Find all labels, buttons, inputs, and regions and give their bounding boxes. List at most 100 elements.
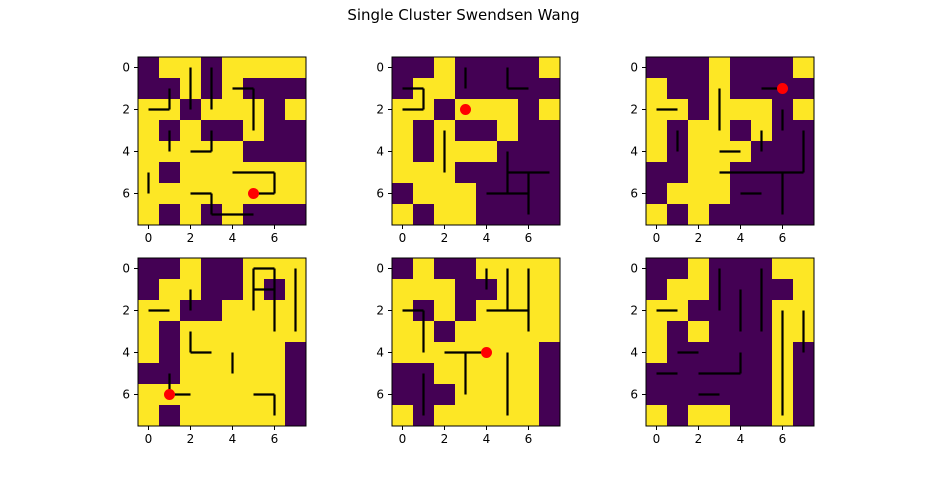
lattice-cell (667, 384, 689, 406)
lattice-cell (201, 141, 223, 163)
x-tick-label: 2 (441, 432, 449, 446)
lattice-cell (413, 162, 435, 184)
lattice-cell (413, 342, 435, 364)
lattice-cell (772, 258, 794, 280)
lattice-cell (688, 57, 710, 79)
seed-marker (164, 389, 175, 400)
lattice-cell (159, 57, 181, 79)
lattice-cell (709, 57, 731, 79)
lattice-cell (392, 204, 414, 226)
lattice-cell (138, 258, 160, 280)
subplot-6: 0 2 4 6 0 2 4 6 (630, 257, 815, 446)
lattice-cell (646, 384, 668, 406)
lattice-cell (138, 321, 160, 343)
lattice-cell (539, 279, 561, 301)
lattice-cell (518, 405, 540, 427)
lattice-cell (413, 57, 435, 79)
lattice-cell (497, 99, 519, 121)
lattice-cell (667, 363, 689, 385)
lattice-cell (730, 204, 752, 226)
lattice-cell (222, 321, 244, 343)
lattice-cell (222, 183, 244, 205)
y-tick-label: 0 (630, 61, 638, 75)
lattice-cell (392, 342, 414, 364)
axes-frame (391, 257, 561, 427)
lattice-cell (539, 162, 561, 184)
lattice-cell (222, 384, 244, 406)
lattice-cell (159, 141, 181, 163)
x-tick-label: 6 (525, 432, 533, 446)
lattice-cell (243, 342, 265, 364)
subplot-5: 0 2 4 6 0 2 4 6 (376, 257, 561, 446)
lattice-cell (138, 204, 160, 226)
lattice-cell (476, 162, 498, 184)
lattice-cell (476, 78, 498, 100)
lattice-cell (772, 57, 794, 79)
lattice-cell (772, 405, 794, 427)
lattice-cell (201, 279, 223, 301)
lattice-cell (709, 342, 731, 364)
axes-frame (391, 56, 561, 226)
lattice-cell (646, 342, 668, 364)
lattice-cell (539, 78, 561, 100)
lattice-cell (455, 204, 477, 226)
lattice-cell (159, 183, 181, 205)
lattice-cell (201, 162, 223, 184)
y-tick-label: 6 (630, 187, 638, 201)
lattice-cell (434, 321, 456, 343)
lattice-cell (180, 363, 202, 385)
x-tick-label: 0 (399, 231, 407, 245)
lattice-cell (539, 342, 561, 364)
x-tick-label: 2 (187, 231, 195, 245)
lattice-cell (434, 162, 456, 184)
lattice-cell (222, 279, 244, 301)
y-tick-label: 4 (376, 145, 384, 159)
x-tick-label: 4 (483, 231, 491, 245)
lattice-cell (772, 204, 794, 226)
lattice-cell (688, 204, 710, 226)
lattice-cell (539, 363, 561, 385)
lattice-cell (201, 300, 223, 322)
lattice-cell (434, 279, 456, 301)
lattice-cell (180, 405, 202, 427)
lattice-cell (497, 321, 519, 343)
lattice-cell (646, 204, 668, 226)
lattice-cell (688, 300, 710, 322)
lattice-cell (285, 141, 307, 163)
lattice-cell (180, 162, 202, 184)
x-tick-label: 4 (483, 432, 491, 446)
lattice-cell (222, 405, 244, 427)
lattice-cell (285, 183, 307, 205)
x-tick-label: 4 (229, 432, 237, 446)
lattice-cell (285, 57, 307, 79)
lattice-cell (455, 78, 477, 100)
lattice-cell (180, 384, 202, 406)
lattice-cell (243, 321, 265, 343)
lattice-cell (243, 141, 265, 163)
lattice-cell (667, 162, 689, 184)
x-tick-label: 4 (229, 231, 237, 245)
lattice-cell (138, 279, 160, 301)
lattice-cell (793, 258, 815, 280)
lattice-cell (793, 57, 815, 79)
axes-frame (137, 257, 307, 427)
lattice-cell (285, 78, 307, 100)
lattice-cell (730, 321, 752, 343)
lattice-cell (667, 99, 689, 121)
lattice-cell (285, 99, 307, 121)
lattice-cell (476, 363, 498, 385)
lattice-cell (667, 300, 689, 322)
seed-marker (777, 83, 788, 94)
lattice-cell (434, 363, 456, 385)
lattice-cell (667, 258, 689, 280)
lattice-cell (264, 120, 286, 142)
lattice-cell (264, 321, 286, 343)
lattice-cell (709, 384, 731, 406)
x-tick-label: 4 (737, 231, 745, 245)
lattice-cell (264, 363, 286, 385)
lattice-cell (539, 141, 561, 163)
lattice-cell (243, 405, 265, 427)
lattice-cell (180, 300, 202, 322)
lattice-cell (392, 258, 414, 280)
